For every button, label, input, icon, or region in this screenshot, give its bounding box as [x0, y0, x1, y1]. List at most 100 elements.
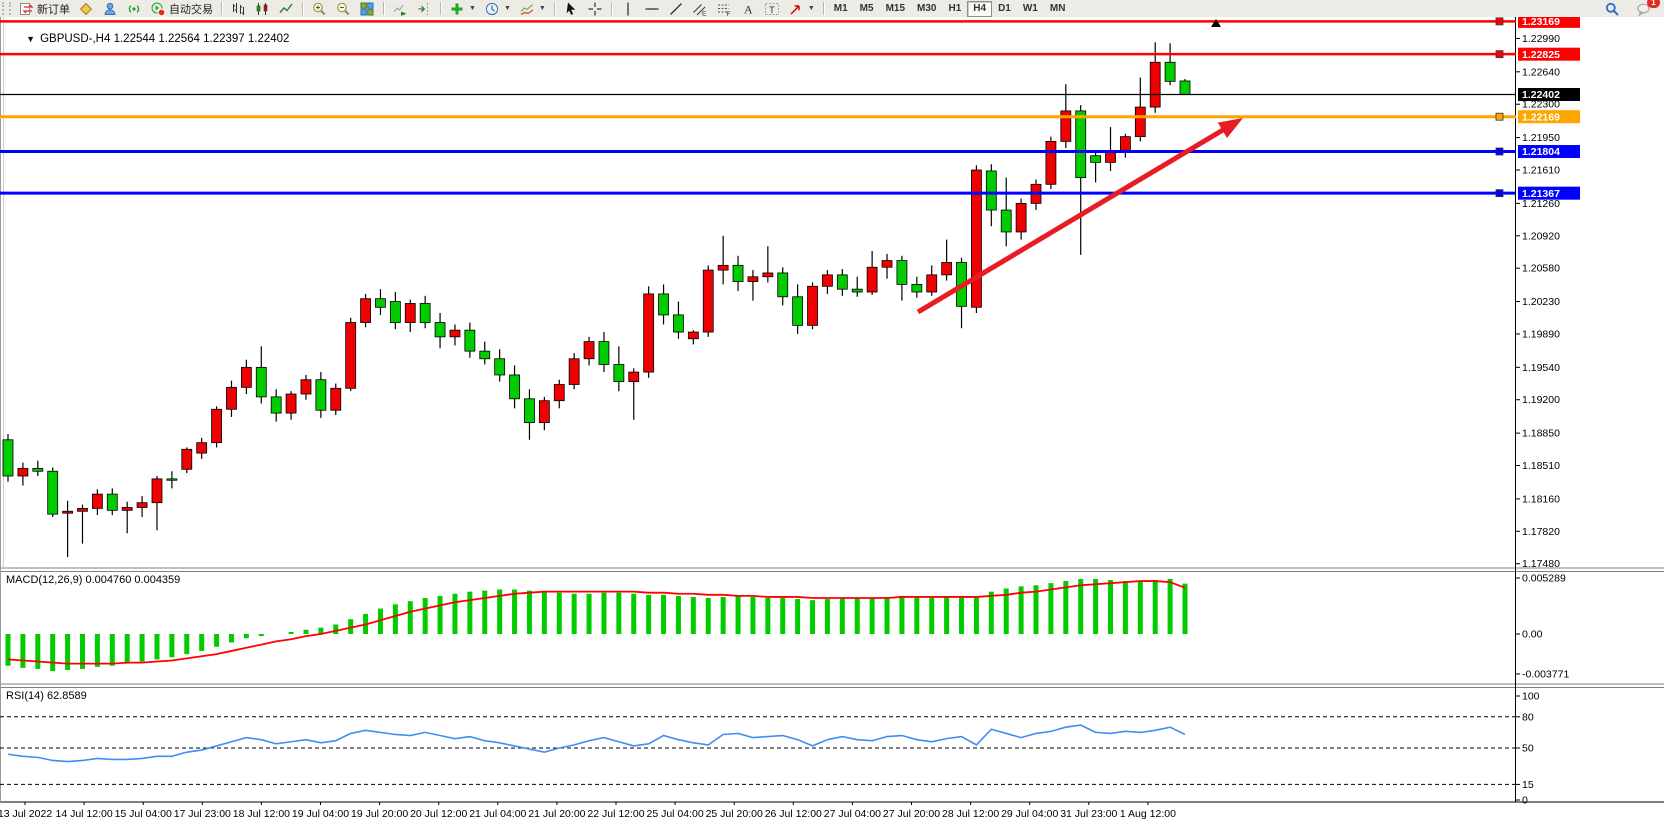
text-icon: A: [740, 1, 756, 17]
dropdown-caret-icon[interactable]: ▼: [538, 5, 546, 12]
dropdown-caret-icon[interactable]: ▼: [807, 5, 815, 12]
candle: [196, 437, 208, 459]
metaeditor-button[interactable]: [74, 0, 98, 18]
toolbar-grip[interactable]: [2, 2, 11, 15]
timeframe-button-m15[interactable]: M15: [880, 1, 911, 17]
chart-canvas[interactable]: 1.22990 1.22640 1.22300 1.21950 1.21610 1.212…: [0, 17, 1664, 837]
auto-trading-button[interactable]: 自动交易: [146, 0, 217, 18]
crosshair-button[interactable]: [583, 0, 607, 18]
indicators-button[interactable]: ▼: [445, 0, 480, 18]
candle: [762, 246, 774, 283]
zoom-out-button[interactable]: [331, 0, 355, 18]
candle: [91, 489, 103, 516]
price-axis-tick: 1.19890: [1522, 328, 1560, 340]
line-chart-button[interactable]: [274, 0, 298, 18]
level-line-1.21804[interactable]: [0, 147, 1516, 156]
trend-arrow[interactable]: [916, 118, 1243, 315]
toolbar-separator: [553, 2, 555, 15]
zoom-out-icon: [335, 1, 351, 17]
bar-chart-button[interactable]: [226, 0, 250, 18]
periods-button[interactable]: ▼: [480, 0, 515, 18]
chart-shift-icon: [416, 1, 432, 17]
timeframe-label: D1: [998, 3, 1011, 14]
auto-scroll-button[interactable]: [388, 0, 412, 18]
dropdown-caret-icon[interactable]: ▼: [469, 5, 476, 12]
timeframe-button-d1[interactable]: D1: [992, 1, 1017, 17]
candle: [226, 380, 237, 417]
dropdown-caret-icon[interactable]: ▼: [503, 5, 511, 12]
candle: [285, 391, 297, 420]
macd-signal-line: [7, 580, 1186, 665]
rsi-axis-tick: 50: [1522, 743, 1534, 755]
time-axis-label: 25 Jul 04:00: [646, 808, 703, 820]
candle: [360, 293, 371, 328]
market-button[interactable]: [98, 0, 122, 18]
templates-button[interactable]: ▼: [515, 0, 550, 18]
notifications-button[interactable]: 1: [1632, 0, 1660, 18]
level-line-handle[interactable]: [1495, 147, 1504, 156]
level-line-handle[interactable]: [1495, 112, 1504, 121]
level-line-1.21367[interactable]: [0, 189, 1516, 198]
signals-button[interactable]: [122, 0, 146, 18]
chart-area[interactable]: 1.22990 1.22640 1.22300 1.21950 1.21610 1.212…: [0, 17, 1664, 837]
time-axis-label: 19 Jul 20:00: [351, 808, 408, 820]
text-button[interactable]: A: [736, 0, 760, 18]
time-axis-label: 27 Jul 20:00: [883, 808, 940, 820]
price-axis-tick: 1.22640: [1522, 66, 1560, 78]
tile-windows-button[interactable]: [355, 0, 379, 18]
candle: [449, 324, 461, 346]
timeframe-button-h4[interactable]: H4: [967, 0, 993, 17]
search-button[interactable]: [1600, 0, 1624, 18]
fibonacci-button[interactable]: F: [712, 0, 736, 18]
price-axis[interactable]: 1.22990 1.22640 1.22300 1.21950 1.21610 1.212…: [1516, 17, 1580, 570]
timeframe-button-h1[interactable]: H1: [942, 1, 967, 17]
time-axis-label: 18 Jul 12:00: [233, 808, 290, 820]
candle: [1045, 136, 1057, 190]
ohlc-quote-label: 1.22544 1.22564 1.22397 1.22402: [113, 33, 290, 45]
equidistant-channel-button[interactable]: E: [688, 0, 712, 18]
price-level-badge: 1.22169: [1518, 110, 1580, 123]
rsi-pane[interactable]: 100 80 50 15 0: [0, 691, 1540, 807]
price-axis-tick: 1.18510: [1522, 460, 1560, 472]
level-line-handle[interactable]: [1495, 50, 1504, 59]
level-line-handle[interactable]: [1495, 17, 1504, 26]
level-line-1.23169[interactable]: [0, 17, 1516, 26]
arrows-button[interactable]: ▼: [784, 0, 819, 18]
timeframe-button-m1[interactable]: M1: [828, 1, 854, 17]
horizontal-line-button[interactable]: [640, 0, 664, 18]
time-axis-label: 29 Jul 04:00: [1001, 808, 1058, 820]
rsi-axis-tick: 15: [1522, 779, 1534, 791]
text-label-button[interactable]: T: [760, 0, 784, 18]
price-axis-tick: 1.21610: [1522, 165, 1560, 177]
timeframe-button-w1[interactable]: W1: [1017, 1, 1044, 17]
timeframe-button-m5[interactable]: M5: [854, 1, 880, 17]
price-axis-tick: 1.19200: [1522, 394, 1560, 406]
toolbar-separator: [221, 2, 222, 15]
macd-pane[interactable]: 0.005289 0.00 -0.003771: [5, 573, 1569, 681]
up-arrow-marker[interactable]: [1211, 19, 1221, 27]
vertical-line-button[interactable]: [616, 0, 640, 18]
chart-title-caret-icon[interactable]: ▼: [26, 34, 36, 44]
candlestick-chart-button[interactable]: [250, 0, 274, 18]
trendline-button[interactable]: [664, 0, 688, 18]
candle: [404, 299, 416, 333]
timeframe-button-m30[interactable]: M30: [911, 1, 942, 17]
level-line-1.22169[interactable]: [0, 112, 1516, 121]
zoom-in-button[interactable]: [307, 0, 331, 18]
level-line-1.22825[interactable]: [0, 50, 1516, 59]
time-axis[interactable]: 13 Jul 2022 14 Jul 12:00 15 Jul 04:00 17 Ju…: [0, 802, 1176, 820]
new-order-button[interactable]: 新订单: [14, 0, 74, 18]
time-axis-label: 15 Jul 04:00: [115, 808, 172, 820]
candle: [866, 251, 878, 295]
candle: [151, 476, 163, 531]
candle: [702, 265, 714, 337]
text-label-icon: T: [764, 1, 780, 17]
cursor-button[interactable]: [559, 0, 583, 18]
level-line-handle[interactable]: [1495, 189, 1504, 198]
macd-indicator-label: MACD(12,26,9) 0.004760 0.004359: [6, 574, 181, 586]
price-axis-tick: 1.20920: [1522, 230, 1560, 242]
candle: [255, 346, 267, 404]
chart-shift-button[interactable]: [412, 0, 436, 18]
timeframe-button-mn[interactable]: MN: [1044, 1, 1072, 17]
